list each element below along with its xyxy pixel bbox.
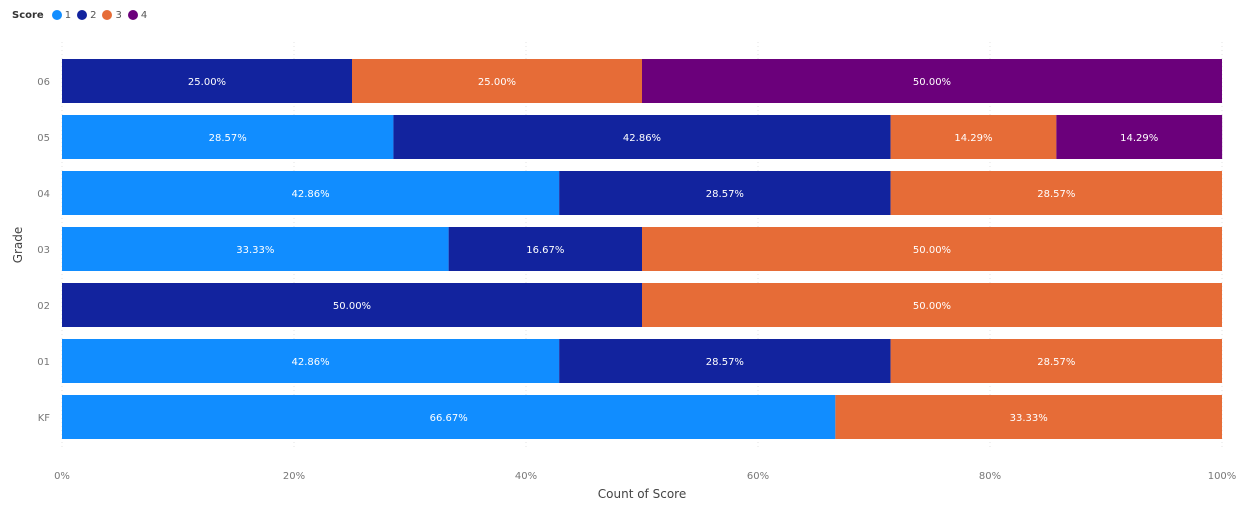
legend-label-2: 2 <box>90 9 97 21</box>
y-tick-KF: KF <box>38 413 51 424</box>
y-tick-02: 02 <box>37 301 50 312</box>
bar-01-score-2[interactable] <box>559 339 891 383</box>
x-tick-4: 80% <box>979 471 1001 482</box>
bar-KF-score-1[interactable] <box>62 395 836 439</box>
data-label-01-score-1: 42.86% <box>292 357 330 368</box>
bar-06-score-4[interactable] <box>642 59 1222 103</box>
legend-dot-3 <box>102 10 113 20</box>
x-axis-title: Count of Score <box>598 487 686 501</box>
data-label-05-score-3: 14.29% <box>954 133 992 144</box>
data-label-06-score-3: 25.00% <box>478 77 516 88</box>
bar-05-score-4[interactable] <box>1056 115 1223 159</box>
y-axis-title: Grade <box>11 227 25 264</box>
bar-04-score-1[interactable] <box>62 171 560 215</box>
y-tick-04: 04 <box>37 189 50 200</box>
x-tick-3: 60% <box>747 471 769 482</box>
data-label-05-score-2: 42.86% <box>623 133 661 144</box>
bar-03-score-3[interactable] <box>642 227 1222 271</box>
legend-item-4[interactable]: 4 <box>127 9 148 21</box>
data-label-03-score-3: 50.00% <box>913 245 951 256</box>
bar-05-score-1[interactable] <box>62 115 394 159</box>
data-label-KF-score-1: 66.67% <box>430 413 468 424</box>
bar-05-score-2[interactable] <box>393 115 891 159</box>
legend-label-4: 4 <box>140 9 148 21</box>
bar-06-score-2[interactable] <box>62 59 352 103</box>
data-label-01-score-3: 28.57% <box>1037 357 1075 368</box>
y-tick-06: 06 <box>37 77 50 88</box>
y-tick-03: 03 <box>37 245 50 256</box>
x-tick-2: 40% <box>515 471 537 482</box>
bar-06-score-3[interactable] <box>352 59 642 103</box>
legend-item-3[interactable]: 3 <box>102 9 122 21</box>
data-label-03-score-1: 33.33% <box>236 245 274 256</box>
data-label-03-score-2: 16.67% <box>526 245 564 256</box>
x-tick-1: 20% <box>283 471 305 482</box>
x-tick-5: 100% <box>1208 471 1237 482</box>
data-label-05-score-1: 28.57% <box>209 133 247 144</box>
y-tick-01: 01 <box>37 357 50 368</box>
legend-dot-4 <box>127 10 138 20</box>
legend-item-2[interactable]: 2 <box>77 10 96 21</box>
legend-title: Score <box>12 9 44 21</box>
data-label-04-score-2: 28.57% <box>706 189 744 200</box>
legend-dot-1 <box>51 10 62 20</box>
bar-05-score-3[interactable] <box>890 115 1057 159</box>
data-label-06-score-4: 50.00% <box>913 77 951 88</box>
data-label-02-score-2: 50.00% <box>333 301 371 312</box>
bar-03-score-1[interactable] <box>62 227 449 271</box>
bar-04-score-2[interactable] <box>559 171 891 215</box>
bar-01-score-1[interactable] <box>62 339 560 383</box>
legend-dot-2 <box>77 10 88 20</box>
data-label-04-score-1: 42.86% <box>292 189 330 200</box>
y-tick-05: 05 <box>37 133 50 144</box>
data-label-05-score-4: 14.29% <box>1120 133 1158 144</box>
data-label-04-score-3: 28.57% <box>1037 189 1075 200</box>
data-label-KF-score-3: 33.33% <box>1010 413 1048 424</box>
legend-label-3: 3 <box>115 9 122 21</box>
bar-KF-score-3[interactable] <box>835 395 1222 439</box>
legend: Score 1 2 3 4 <box>12 6 153 24</box>
data-label-01-score-2: 28.57% <box>706 357 744 368</box>
bar-04-score-3[interactable] <box>890 171 1222 215</box>
bar-03-score-2[interactable] <box>448 227 642 271</box>
data-label-06-score-2: 25.00% <box>188 77 226 88</box>
data-label-02-score-3: 50.00% <box>913 301 951 312</box>
legend-label-1: 1 <box>64 9 72 21</box>
bar-02-score-2[interactable] <box>62 283 642 327</box>
bar-01-score-3[interactable] <box>890 339 1222 383</box>
bar-02-score-3[interactable] <box>642 283 1222 327</box>
x-tick-0: 0% <box>54 471 70 482</box>
legend-item-1[interactable]: 1 <box>51 9 72 21</box>
